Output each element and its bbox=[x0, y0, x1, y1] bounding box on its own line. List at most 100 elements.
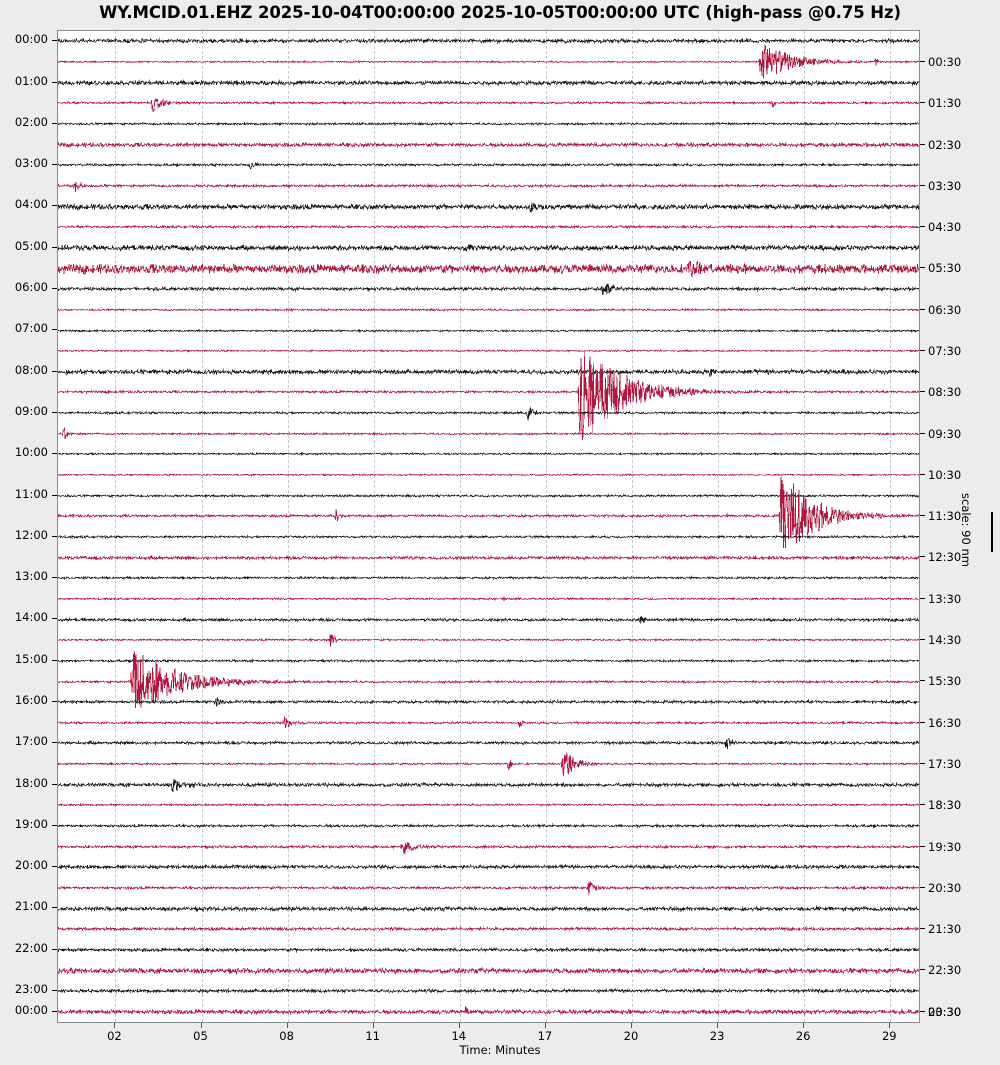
y-axis-tick-right bbox=[920, 515, 925, 517]
trace-row bbox=[58, 751, 919, 777]
x-axis-tick bbox=[803, 1023, 805, 1028]
y-axis-tick-left bbox=[52, 990, 57, 992]
trace-row bbox=[58, 349, 919, 353]
trace-row bbox=[58, 925, 919, 933]
y-axis-label-right: 23:30 bbox=[928, 1004, 962, 1019]
x-axis-tick bbox=[200, 1023, 202, 1028]
y-axis-label-right: 04:30 bbox=[928, 220, 962, 235]
trace-row bbox=[58, 966, 919, 975]
trace-row bbox=[58, 283, 919, 296]
x-axis-label: 17 bbox=[537, 1029, 553, 1043]
x-axis-tick bbox=[544, 1023, 546, 1028]
y-axis-tick-right bbox=[920, 762, 925, 764]
trace-row bbox=[58, 121, 919, 127]
y-axis-label-left: 06:00 bbox=[14, 280, 48, 295]
y-axis-tick-left bbox=[52, 329, 57, 331]
y-axis-label-left: 03:00 bbox=[14, 156, 48, 171]
y-axis-label-right: 20:30 bbox=[928, 880, 962, 895]
trace-row bbox=[58, 841, 919, 855]
y-axis-tick-right bbox=[920, 226, 925, 228]
y-axis-label-right: 05:30 bbox=[928, 261, 962, 276]
y-axis-tick-right bbox=[920, 969, 925, 971]
page-title: WY.MCID.01.EHZ 2025-10-04T00:00:00 2025-… bbox=[99, 3, 901, 22]
y-axis-tick-left bbox=[52, 411, 57, 413]
trace-row bbox=[58, 778, 919, 792]
vertical-gridline bbox=[718, 31, 720, 1022]
y-axis-label-left: 21:00 bbox=[14, 899, 48, 914]
trace-row bbox=[58, 803, 919, 808]
helicorder-plot bbox=[57, 30, 920, 1023]
y-axis-tick-right bbox=[920, 639, 925, 641]
trace-row bbox=[58, 259, 919, 277]
trace-row bbox=[58, 596, 919, 601]
y-axis-tick-right bbox=[920, 597, 925, 599]
trace-row bbox=[58, 697, 919, 707]
x-axis-tick bbox=[372, 1023, 374, 1028]
y-axis-tick-right bbox=[920, 391, 925, 393]
y-axis-label-left: 15:00 bbox=[14, 651, 48, 666]
y-axis-tick-right bbox=[920, 60, 925, 62]
y-axis-tick-right bbox=[920, 886, 925, 888]
y-axis-tick-left bbox=[52, 577, 57, 579]
y-axis-tick-left bbox=[52, 948, 57, 950]
x-axis-label: 20 bbox=[623, 1029, 639, 1043]
y-axis-tick-left bbox=[52, 1010, 57, 1012]
trace-row bbox=[58, 904, 919, 912]
y-axis-tick-right bbox=[920, 184, 925, 186]
y-axis-label-right: 14:30 bbox=[928, 633, 962, 648]
y-axis-tick-left bbox=[52, 81, 57, 83]
y-axis-tick-left bbox=[52, 246, 57, 248]
y-axis-tick-left bbox=[52, 866, 57, 868]
trace-row bbox=[58, 658, 919, 664]
trace-row bbox=[58, 493, 919, 499]
y-axis-tick-left bbox=[52, 907, 57, 909]
x-axis-tick bbox=[889, 1023, 891, 1028]
x-axis-tick bbox=[631, 1023, 632, 1028]
y-axis-tick-left bbox=[52, 618, 57, 620]
y-axis-tick-right bbox=[920, 473, 925, 475]
y-axis-label-right: 21:30 bbox=[928, 922, 962, 937]
y-axis-label-left: 04:00 bbox=[14, 197, 48, 212]
x-axis-label: 05 bbox=[193, 1029, 208, 1043]
x-axis-label: 08 bbox=[279, 1029, 294, 1043]
trace-row bbox=[58, 823, 919, 829]
y-axis-label-left: 05:00 bbox=[14, 238, 48, 253]
y-axis-label-right: 15:30 bbox=[928, 674, 962, 689]
y-axis-tick-left bbox=[52, 783, 57, 785]
trace-row bbox=[58, 554, 919, 561]
vertical-gridline bbox=[287, 31, 289, 1022]
vertical-gridline bbox=[201, 31, 203, 1022]
y-axis-tick-right bbox=[920, 721, 925, 723]
trace-row bbox=[58, 141, 919, 149]
trace-row bbox=[58, 201, 919, 213]
y-axis-tick-left bbox=[52, 370, 57, 372]
trace-row bbox=[58, 78, 919, 87]
y-axis-tick-right bbox=[920, 928, 925, 930]
trace-row bbox=[58, 1005, 919, 1016]
y-axis-tick-left bbox=[52, 205, 57, 207]
y-axis-label-left: 23:00 bbox=[14, 982, 48, 997]
y-axis-tick-left bbox=[52, 535, 57, 537]
y-axis-label-left: 20:00 bbox=[14, 858, 48, 873]
y-axis-label-right: 06:30 bbox=[928, 302, 962, 317]
y-axis-label-right: 17:30 bbox=[928, 756, 962, 771]
y-axis-label-left: 02:00 bbox=[14, 114, 48, 129]
trace-row bbox=[58, 534, 919, 540]
y-axis-tick-left bbox=[52, 700, 57, 702]
x-axis-tick bbox=[114, 1023, 116, 1028]
x-axis-title: Time: Minutes bbox=[459, 1043, 541, 1057]
trace-row bbox=[58, 987, 919, 995]
y-axis-label-left: 18:00 bbox=[14, 775, 48, 790]
y-axis-label-right: 03:30 bbox=[928, 178, 962, 193]
y-axis-label-left: 19:00 bbox=[14, 816, 48, 831]
trace-row bbox=[58, 224, 919, 230]
scale-bar-icon bbox=[991, 512, 993, 552]
trace-row bbox=[58, 45, 919, 79]
trace-row bbox=[58, 37, 919, 45]
y-axis-tick-left bbox=[52, 453, 57, 455]
y-axis-label-left: 08:00 bbox=[14, 362, 48, 377]
y-axis-tick-left bbox=[52, 659, 57, 661]
trace-row bbox=[58, 328, 919, 333]
trace-row bbox=[58, 161, 919, 171]
x-axis-label: 29 bbox=[881, 1029, 897, 1043]
